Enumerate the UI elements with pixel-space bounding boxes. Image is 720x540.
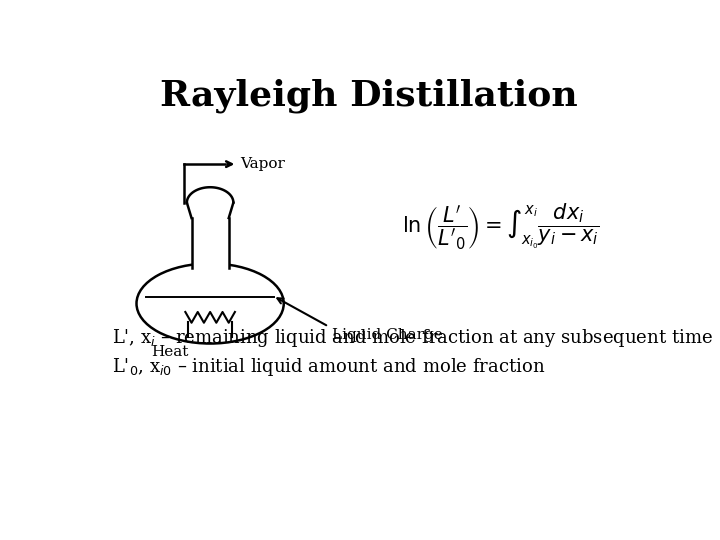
Text: Liquid Charge: Liquid Charge [332, 328, 443, 342]
Ellipse shape [137, 264, 284, 343]
Bar [192, 218, 229, 268]
Text: $\ln\left(\dfrac{L'}{L'_0}\right) = \int_{x_{i_0}}^{x_i} \dfrac{dx_i}{y_i - x_i}: $\ln\left(\dfrac{L'}{L'_0}\right) = \int… [402, 201, 600, 252]
Text: Vapor: Vapor [240, 157, 285, 171]
Text: L', x$_i$ – remaining liquid and mole fraction at any subsequent time: L', x$_i$ – remaining liquid and mole fr… [112, 327, 713, 349]
Text: L'$_0$, x$_{i0}$ – initial liquid amount and mole fraction: L'$_0$, x$_{i0}$ – initial liquid amount… [112, 356, 545, 377]
Text: Heat: Heat [151, 345, 189, 359]
Polygon shape [187, 187, 233, 202]
Text: Rayleigh Distillation: Rayleigh Distillation [160, 79, 578, 113]
